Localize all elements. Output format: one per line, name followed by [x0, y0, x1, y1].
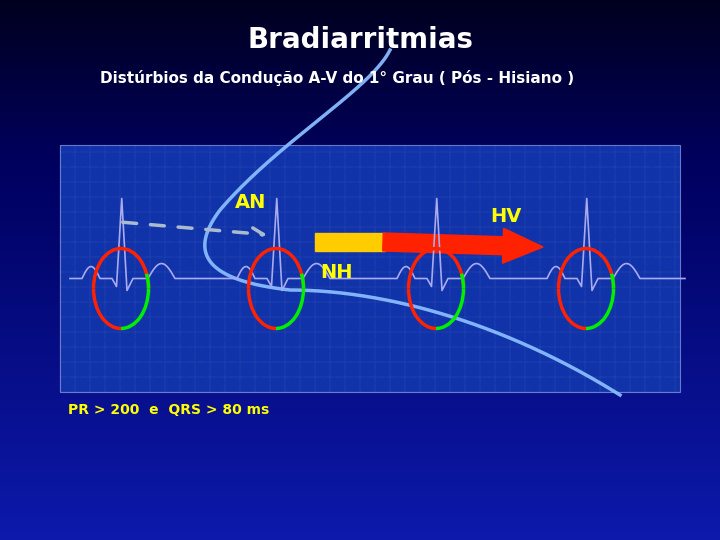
Text: Distúrbios da Condução A-V do 1° Grau ( Pós - Hisiano ): Distúrbios da Condução A-V do 1° Grau ( … [100, 70, 574, 86]
Text: NH: NH [320, 262, 353, 281]
Bar [60, 145, 680, 392]
FancyArrow shape [383, 228, 543, 263]
Text: PR > 200  e  QRS > 80 ms: PR > 200 e QRS > 80 ms [68, 403, 269, 417]
FancyArrow shape [315, 233, 385, 251]
Text: AN: AN [235, 192, 266, 212]
Text: Bradiarritmias: Bradiarritmias [247, 26, 473, 54]
Text: HV: HV [490, 207, 521, 226]
